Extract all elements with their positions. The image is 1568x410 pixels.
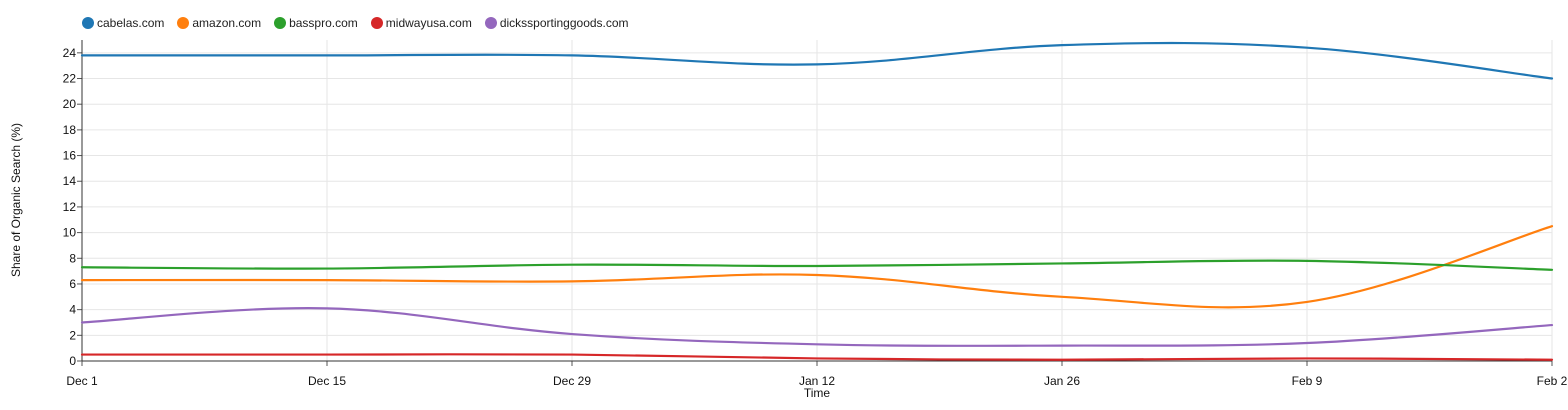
x-tick-label: Feb 2 bbox=[1537, 374, 1568, 388]
y-tick-label: 24 bbox=[63, 46, 77, 60]
y-tick-label: 14 bbox=[63, 174, 77, 188]
y-tick-label: 8 bbox=[69, 251, 76, 265]
series-line-midwayusa-com bbox=[80, 353, 1554, 361]
series-line-amazon-com bbox=[80, 225, 1554, 309]
y-tick-label: 2 bbox=[69, 328, 76, 342]
x-axis-title: Time bbox=[804, 386, 831, 400]
legend-swatch bbox=[484, 17, 497, 29]
x-tick-label: Feb 9 bbox=[1292, 374, 1323, 388]
legend-item[interactable]: dickssportinggoods.com bbox=[484, 16, 629, 30]
y-tick-label: 0 bbox=[69, 354, 76, 368]
y-tick-label: 16 bbox=[63, 149, 77, 163]
legend-swatch bbox=[370, 17, 383, 29]
legend-item[interactable]: cabelas.com bbox=[82, 16, 164, 30]
x-tick-label: Jan 26 bbox=[1044, 374, 1080, 388]
series-line-cabelas-com bbox=[80, 41, 1554, 80]
legend-label: dickssportinggoods.com bbox=[499, 16, 629, 30]
y-tick-label: 22 bbox=[63, 72, 77, 86]
legend-label: midwayusa.com bbox=[385, 16, 472, 30]
legend-label: basspro.com bbox=[289, 16, 358, 30]
y-tick-label: 4 bbox=[69, 303, 76, 317]
y-tick-label: 12 bbox=[63, 200, 77, 214]
legend-item[interactable]: midwayusa.com bbox=[370, 16, 472, 30]
x-tick-label: Dec 29 bbox=[553, 374, 591, 388]
series-lines bbox=[80, 41, 1554, 361]
y-tick-label: 20 bbox=[63, 97, 77, 111]
x-tick-label: Dec 1 bbox=[66, 374, 98, 388]
legend-swatch bbox=[274, 17, 287, 29]
grid bbox=[81, 40, 1553, 362]
y-tick-label: 10 bbox=[63, 226, 77, 240]
legend-item[interactable]: basspro.com bbox=[274, 16, 358, 30]
legend-swatch bbox=[177, 17, 190, 29]
series-line-basspro-com bbox=[80, 259, 1554, 271]
legend: cabelas.com amazon.com basspro.com midwayus… bbox=[82, 16, 642, 30]
series-line-dickssportinggoods-com bbox=[80, 307, 1554, 347]
x-tick-label: Dec 15 bbox=[308, 374, 346, 388]
y-axis-title: Share of Organic Search (%) bbox=[9, 123, 23, 277]
y-tick-label: 6 bbox=[69, 277, 76, 291]
x-tick-label: Jan 12 bbox=[799, 374, 835, 388]
legend-label: amazon.com bbox=[192, 16, 262, 30]
legend-item[interactable]: amazon.com bbox=[177, 16, 261, 30]
legend-swatch bbox=[82, 17, 94, 29]
legend-label: cabelas.com bbox=[97, 16, 165, 30]
y-tick-label: 18 bbox=[63, 123, 77, 137]
